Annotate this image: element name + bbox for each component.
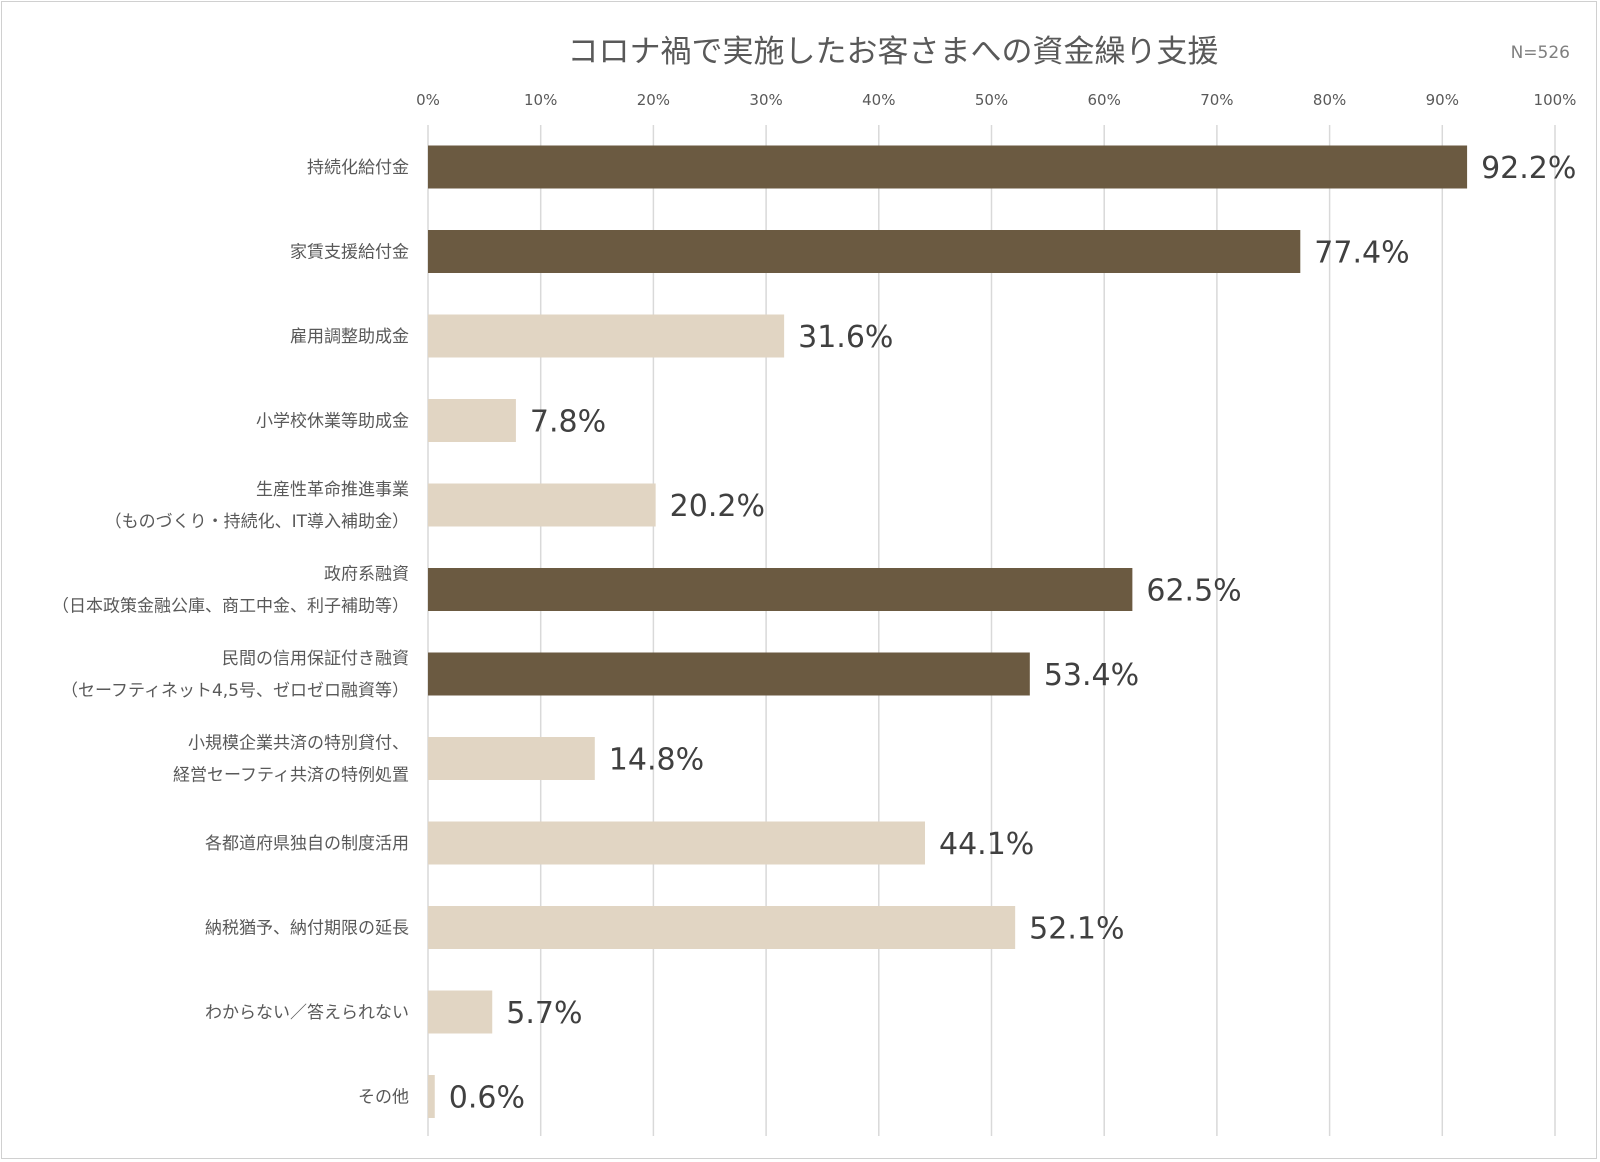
value-label: 44.1% [939,827,1034,862]
value-label: 62.5% [1146,574,1241,609]
value-label: 0.6% [449,1081,525,1116]
value-label: 53.4% [1044,658,1139,693]
category-label: 家賃支援給付金 [290,243,409,263]
chart-title: コロナ禍で実施したお客さまへの資金繰り支援 [568,34,1219,70]
x-tick-label: 30% [749,91,782,109]
x-tick-label: 10% [524,91,557,109]
category-label: その他 [358,1088,409,1108]
value-label: 31.6% [798,320,893,355]
bar [428,737,595,780]
value-label: 92.2% [1481,151,1576,186]
bar [428,1075,435,1118]
category-label: （日本政策金融公庫、商工中金、利子補助等） [52,597,409,617]
category-label: 小学校休業等助成金 [256,412,409,432]
category-label: わからない／答えられない [205,1003,409,1023]
category-label: （ものづくり・持続化、IT導入補助金） [105,512,409,532]
x-tick-label: 60% [1088,91,1121,109]
x-axis-ticks: 0% 10% 20% 30% 40% 50% 60% 70% 80% 90% 100% [416,91,1576,109]
value-label: 77.4% [1314,236,1409,271]
category-label: 雇用調整助成金 [290,327,409,347]
category-label: 小規模企業共済の特別貸付、 [188,734,409,754]
value-label: 20.2% [670,489,765,524]
category-label: 政府系融資 [324,565,409,585]
value-labels: 92.2% 77.4% 31.6% 7.8% 20.2% 62.5% 53.4% 14.8% 4… [449,151,1577,1116]
category-label: （セーフティネット4,5号、ゼロゼロ融資等） [61,681,409,701]
bar [428,568,1133,611]
bar [428,483,656,527]
bar [428,145,1468,189]
x-tick-label: 50% [975,91,1008,109]
value-label: 5.7% [506,996,582,1031]
x-tick-label: 0% [416,91,440,109]
value-label: 14.8% [609,743,704,778]
sample-size-note: N=526 [1511,43,1570,63]
x-tick-label: 20% [637,91,670,109]
bar [428,230,1301,273]
x-tick-label: 90% [1426,91,1459,109]
bar [428,821,926,865]
gridlines [427,125,1556,1136]
value-label: 7.8% [530,405,606,440]
bars [428,145,1468,1118]
bar [428,399,516,442]
category-label: 各都道府県独自の制度活用 [205,834,409,854]
category-label: 生産性革命推進事業 [256,480,409,500]
x-tick-label: 40% [862,91,895,109]
x-tick-label: 100% [1534,91,1577,109]
x-tick-label: 70% [1200,91,1233,109]
bar [428,990,493,1034]
category-label: 納税猶予、納付期限の延長 [205,919,409,939]
x-tick-label: 80% [1313,91,1346,109]
bar [428,314,785,358]
category-label: 持続化給付金 [307,158,409,178]
category-label: 経営セーフティ共済の特例処置 [173,766,409,786]
value-label: 52.1% [1029,912,1124,947]
bar [428,652,1030,696]
bar [428,906,1016,949]
category-label: 民間の信用保証付き融資 [222,649,409,669]
